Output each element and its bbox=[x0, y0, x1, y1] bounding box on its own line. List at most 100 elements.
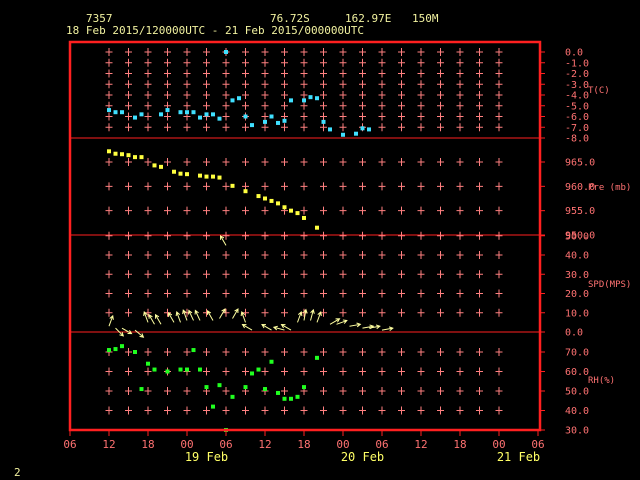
grid-cross bbox=[300, 158, 308, 166]
grid-cross bbox=[183, 69, 191, 78]
y-tick-label-pressure: 950.0 bbox=[565, 231, 595, 242]
grid-cross bbox=[398, 58, 405, 67]
grid-cross bbox=[105, 58, 113, 67]
grid-cross bbox=[261, 123, 269, 132]
grid-cross bbox=[261, 58, 269, 67]
pressure-point bbox=[302, 215, 306, 220]
grid-cross bbox=[339, 308, 347, 317]
temperature-point bbox=[315, 96, 319, 101]
grid-cross bbox=[359, 251, 366, 259]
grid-cross bbox=[339, 270, 347, 279]
grid-cross bbox=[203, 270, 210, 279]
grid-cross bbox=[398, 367, 405, 376]
grid-cross bbox=[144, 231, 152, 240]
temperature-point bbox=[139, 112, 144, 117]
grid-cross bbox=[222, 348, 230, 356]
grid-cross bbox=[300, 101, 308, 110]
grid-cross bbox=[281, 231, 288, 240]
grid-cross bbox=[476, 367, 483, 376]
grid-cross bbox=[456, 123, 464, 132]
y-tick-label-humidity: 40.0 bbox=[565, 406, 589, 417]
grid-layer bbox=[70, 48, 540, 415]
data-layer bbox=[107, 50, 394, 432]
wind-arrow bbox=[241, 324, 253, 331]
y-tick-label-humidity: 70.0 bbox=[565, 348, 589, 359]
grid-cross bbox=[203, 231, 210, 240]
grid-cross bbox=[359, 112, 366, 121]
grid-cross bbox=[105, 80, 113, 89]
pressure-point bbox=[159, 164, 163, 169]
temperature-point bbox=[341, 132, 345, 137]
x-tick-label: 06 bbox=[63, 438, 76, 451]
grid-cross bbox=[378, 348, 386, 356]
temperature-point bbox=[237, 96, 241, 101]
temperature-point bbox=[302, 98, 306, 103]
panel-label-wind: SPD(MPS) bbox=[588, 280, 631, 290]
grid-cross bbox=[495, 348, 503, 356]
grid-cross bbox=[417, 206, 425, 215]
grid-cross bbox=[320, 158, 327, 166]
wind-arrow bbox=[240, 311, 246, 323]
grid-cross bbox=[398, 48, 405, 56]
grid-cross bbox=[417, 182, 425, 191]
grid-cross bbox=[242, 289, 249, 298]
grid-cross bbox=[105, 367, 113, 376]
grid-cross bbox=[339, 101, 347, 110]
grid-cross bbox=[320, 406, 327, 415]
corner-label: 2 bbox=[14, 466, 21, 479]
humidity-point bbox=[282, 396, 287, 401]
humidity-point bbox=[289, 396, 293, 401]
grid-cross bbox=[144, 80, 152, 89]
wind-arrow bbox=[108, 314, 114, 327]
grid-cross bbox=[476, 69, 483, 78]
pressure-point bbox=[133, 155, 137, 160]
grid-cross bbox=[417, 158, 425, 166]
humidity-point bbox=[107, 348, 111, 353]
pressure-point bbox=[120, 152, 124, 157]
grid-cross bbox=[495, 101, 503, 110]
grid-cross bbox=[222, 289, 230, 298]
wind-arrow bbox=[280, 324, 292, 331]
grid-cross bbox=[300, 348, 308, 356]
grid-cross bbox=[320, 206, 327, 215]
grid-cross bbox=[222, 182, 230, 191]
grid-cross bbox=[105, 69, 113, 78]
grid-cross bbox=[339, 231, 347, 240]
grid-cross bbox=[378, 158, 386, 166]
grid-cross bbox=[378, 367, 386, 376]
grid-cross bbox=[476, 91, 483, 99]
grid-cross bbox=[476, 231, 483, 240]
grid-cross bbox=[378, 406, 386, 415]
grid-cross bbox=[378, 101, 386, 110]
grid-cross bbox=[339, 387, 347, 395]
grid-cross bbox=[222, 69, 230, 78]
grid-cross bbox=[437, 91, 444, 99]
grid-cross bbox=[398, 387, 405, 395]
grid-cross bbox=[437, 406, 444, 415]
grid-cross bbox=[164, 69, 171, 78]
grid-cross bbox=[183, 406, 191, 415]
grid-cross bbox=[183, 251, 191, 259]
grid-cross bbox=[183, 80, 191, 89]
grid-cross bbox=[261, 206, 269, 215]
grid-cross bbox=[417, 308, 425, 317]
humidity-point bbox=[191, 348, 196, 353]
grid-cross bbox=[242, 101, 249, 110]
grid-cross bbox=[281, 348, 288, 356]
grid-cross bbox=[125, 101, 132, 110]
y-tick-label-pressure: 955.0 bbox=[565, 206, 595, 217]
temperature-point bbox=[321, 119, 326, 124]
grid-cross bbox=[495, 289, 503, 298]
grid-cross bbox=[320, 112, 327, 121]
grid-cross bbox=[105, 406, 113, 415]
grid-cross bbox=[495, 251, 503, 259]
panel-label-pressure: Pre (mb) bbox=[588, 183, 631, 193]
grid-cross bbox=[398, 308, 405, 317]
grid-cross bbox=[476, 406, 483, 415]
grid-cross bbox=[339, 367, 347, 376]
grid-cross bbox=[476, 387, 483, 395]
grid-cross bbox=[378, 69, 386, 78]
x-tick-label: 06 bbox=[375, 438, 388, 451]
grid-cross bbox=[417, 367, 425, 376]
